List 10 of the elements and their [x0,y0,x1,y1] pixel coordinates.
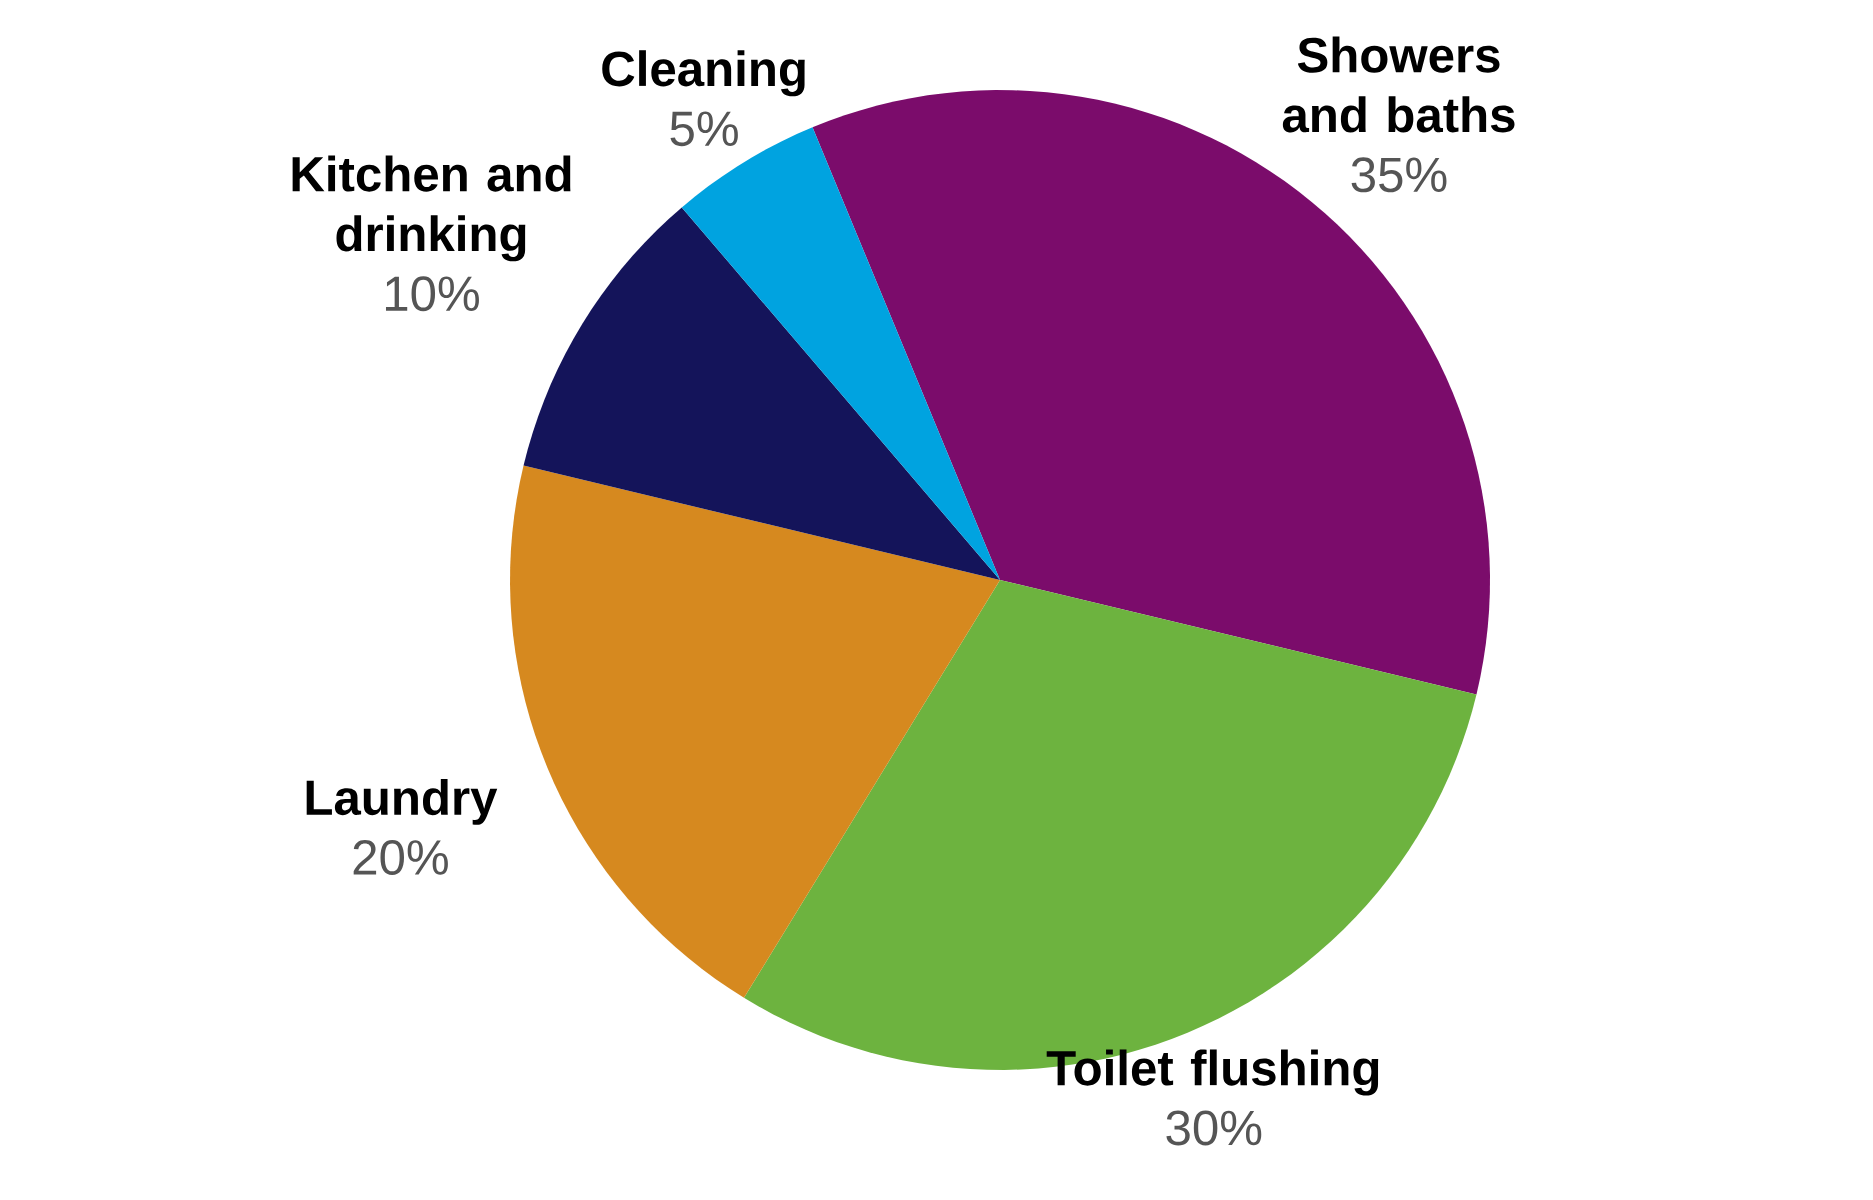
slice-label: Cleaning [602,50,805,97]
data-label: 20% [353,840,448,875]
data-label: 30% [1166,1110,1262,1146]
data-label: 5% [670,111,738,147]
data-label: 10% [385,276,479,312]
slice-label: Showers and baths [1282,36,1515,133]
data-label: 35% [1351,157,1447,193]
slice-label: Toilet flushing [1046,1049,1379,1096]
slice-label: Laundry [306,778,498,825]
slice-label: Kitchen and drinking [292,155,571,262]
